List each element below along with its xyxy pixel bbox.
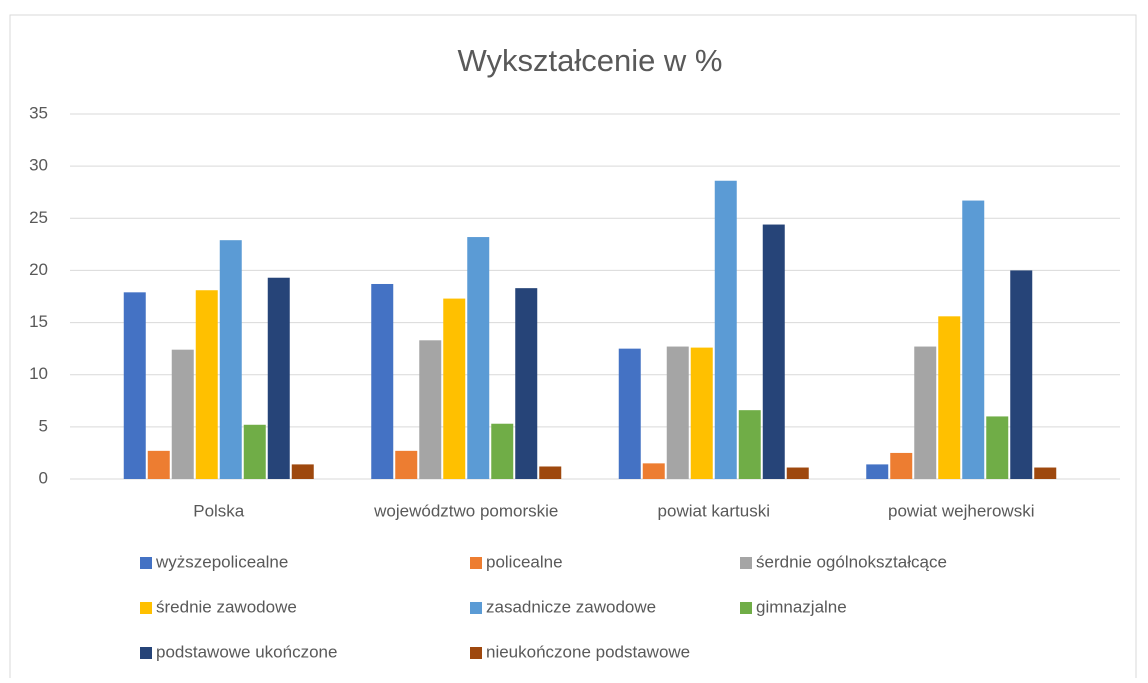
- bar: [890, 452, 913, 479]
- bar: [642, 463, 665, 479]
- y-tick-label: 0: [39, 468, 48, 487]
- bar: [666, 346, 689, 479]
- y-tick-label: 35: [29, 103, 48, 122]
- x-tick-label: województwo pomorskie: [373, 501, 558, 520]
- chart-border: [9, 14, 1137, 678]
- bar: [123, 292, 146, 479]
- bar: [243, 424, 266, 479]
- bar: [962, 200, 985, 480]
- bar: [467, 237, 490, 479]
- legend-label: gimnazjalne: [756, 597, 847, 616]
- bar: [419, 340, 442, 479]
- y-tick-label: 10: [29, 364, 48, 383]
- bar: [395, 450, 418, 479]
- bar: [371, 283, 394, 479]
- legend-swatch: [740, 602, 752, 614]
- legend-label: zasadnicze zawodowe: [486, 597, 656, 616]
- bar: [1010, 270, 1033, 479]
- legend-label: średnie zawodowe: [156, 597, 297, 616]
- x-tick-label: powiat kartuski: [658, 501, 770, 520]
- bar: [866, 464, 889, 479]
- bar: [515, 288, 538, 479]
- bar: [291, 464, 314, 479]
- bar: [195, 290, 218, 479]
- legend-swatch: [140, 557, 152, 569]
- bar: [714, 180, 737, 479]
- legend-swatch: [140, 647, 152, 659]
- bar: [443, 298, 466, 479]
- bar: [786, 467, 809, 479]
- y-tick-label: 25: [29, 208, 48, 227]
- bar: [618, 348, 641, 479]
- bar: [762, 224, 785, 479]
- x-tick-label: powiat wejherowski: [888, 501, 1034, 520]
- legend-swatch: [740, 557, 752, 569]
- x-tick-label: Polska: [193, 501, 245, 520]
- legend-label: podstawowe ukończone: [156, 642, 337, 661]
- legend-label: wyższepolicealne: [155, 552, 288, 571]
- bar: [171, 349, 194, 479]
- legend-label: śerdnie ogólnokształcące: [756, 552, 947, 571]
- bar: [267, 277, 290, 479]
- bar: [938, 316, 961, 479]
- bar: [1034, 467, 1057, 479]
- bar: [690, 347, 713, 479]
- y-tick-label: 20: [29, 260, 48, 279]
- bar: [914, 346, 937, 479]
- bar: [738, 410, 761, 479]
- legend-swatch: [470, 602, 482, 614]
- bar: [491, 423, 514, 479]
- legend-swatch: [470, 647, 482, 659]
- y-tick-label: 15: [29, 312, 48, 331]
- legend-label: policealne: [486, 552, 563, 571]
- legend-swatch: [470, 557, 482, 569]
- bar: [147, 450, 170, 479]
- bar: [986, 416, 1009, 479]
- y-tick-label: 5: [39, 416, 48, 435]
- legend-swatch: [140, 602, 152, 614]
- legend-label: nieukończone podstawowe: [486, 642, 690, 661]
- bar: [539, 466, 562, 479]
- bar: [219, 240, 242, 479]
- y-tick-label: 30: [29, 156, 48, 175]
- chart-title: Wykształcenie w %: [457, 43, 722, 78]
